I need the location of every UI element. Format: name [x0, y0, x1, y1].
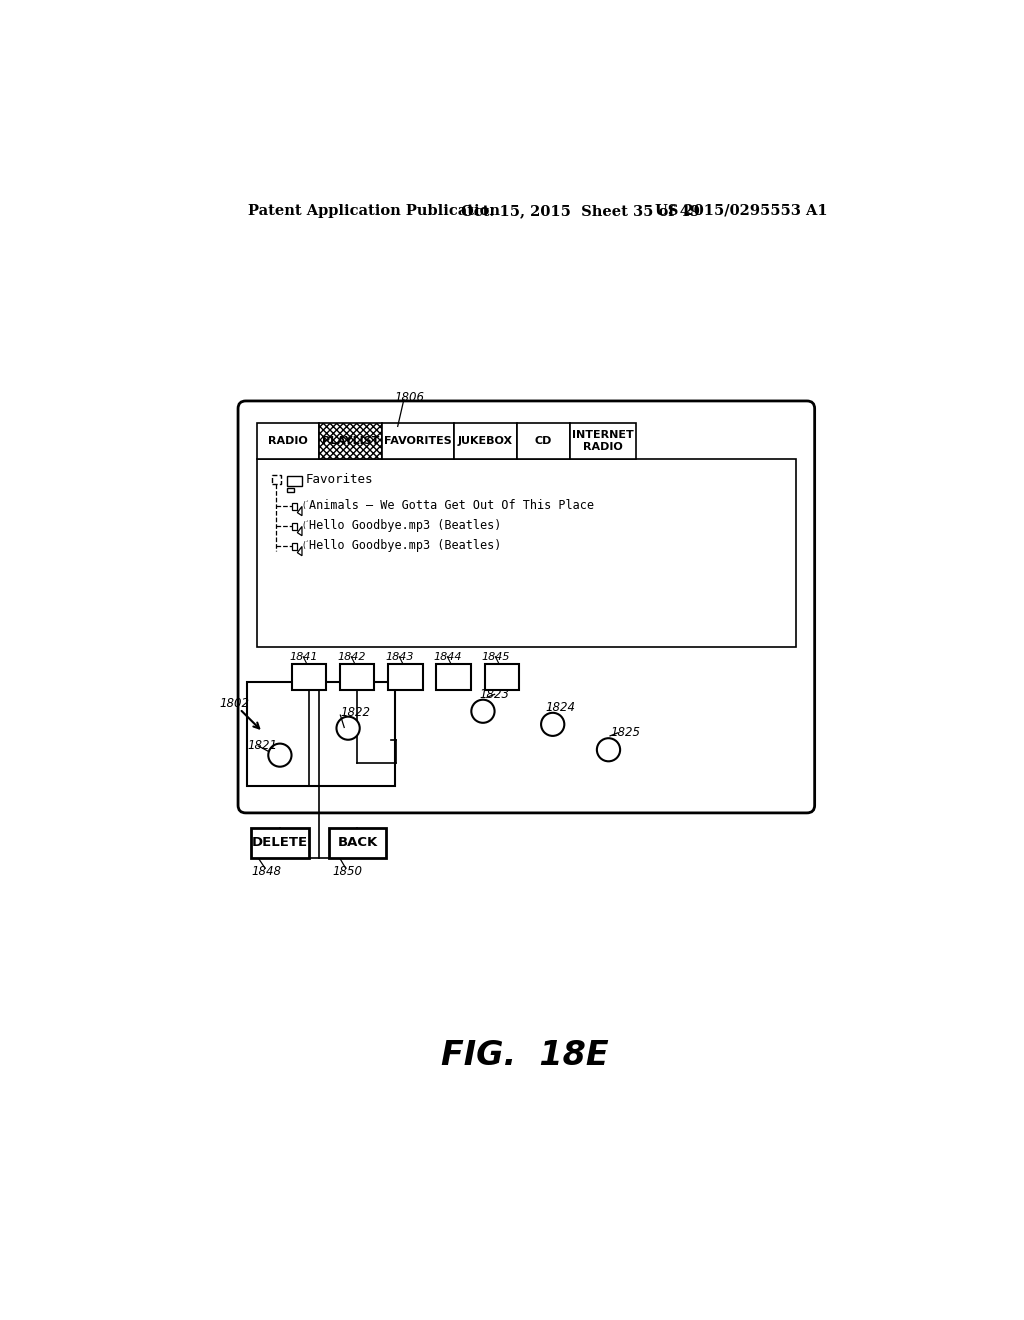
Bar: [569, 422, 636, 459]
Text: JUKEBOX: JUKEBOX: [458, 436, 513, 446]
Text: 1841: 1841: [289, 652, 317, 661]
Bar: [287, 488, 294, 492]
Text: INTERNET
RADIO: INTERNET RADIO: [572, 430, 634, 451]
Text: (´: (´: [303, 521, 309, 531]
Text: 1824: 1824: [545, 701, 574, 714]
Text: (´: (´: [303, 541, 309, 550]
Text: DELETE: DELETE: [252, 837, 308, 850]
Bar: [340, 664, 375, 690]
Text: Animals – We Gotta Get Out Of This Place: Animals – We Gotta Get Out Of This Place: [309, 499, 594, 512]
Circle shape: [337, 717, 359, 739]
Text: Oct. 15, 2015  Sheet 35 of 49: Oct. 15, 2015 Sheet 35 of 49: [461, 203, 700, 218]
Circle shape: [541, 713, 564, 737]
Bar: [287, 477, 302, 486]
Bar: [292, 503, 297, 510]
Text: Patent Application Publication: Patent Application Publication: [248, 203, 500, 218]
Text: Favorites: Favorites: [305, 473, 373, 486]
Bar: [318, 422, 382, 459]
Bar: [292, 543, 297, 549]
Bar: [388, 664, 423, 690]
Text: 1842: 1842: [337, 652, 366, 661]
Bar: [329, 829, 386, 858]
Bar: [257, 459, 796, 647]
Bar: [257, 422, 318, 459]
Text: FIG.  18E: FIG. 18E: [441, 1039, 608, 1072]
Text: 1823: 1823: [479, 688, 509, 701]
Bar: [272, 475, 281, 483]
Circle shape: [597, 738, 621, 762]
Bar: [454, 422, 517, 459]
Text: 1821: 1821: [248, 739, 278, 752]
Text: 1802: 1802: [219, 697, 250, 710]
Text: FAVORITES: FAVORITES: [384, 436, 452, 446]
Text: BACK: BACK: [337, 837, 378, 850]
Polygon shape: [297, 546, 302, 556]
Bar: [484, 664, 518, 690]
Circle shape: [471, 700, 495, 723]
Text: 1848: 1848: [251, 865, 282, 878]
Bar: [292, 523, 297, 529]
Text: PLAYLIST: PLAYLIST: [322, 436, 379, 446]
Text: 1806: 1806: [394, 391, 425, 404]
Bar: [517, 422, 569, 459]
Text: 1822: 1822: [340, 706, 371, 719]
Bar: [436, 664, 471, 690]
Circle shape: [268, 743, 292, 767]
Text: 1843: 1843: [385, 652, 414, 661]
Bar: [251, 829, 308, 858]
Bar: [382, 422, 454, 459]
Text: 1850: 1850: [333, 865, 362, 878]
Text: 1844: 1844: [433, 652, 462, 661]
Text: Hello Goodbye.mp3 (Beatles): Hello Goodbye.mp3 (Beatles): [309, 539, 502, 552]
Bar: [248, 682, 394, 785]
Text: (´: (´: [303, 502, 309, 510]
Text: CD: CD: [535, 436, 552, 446]
Bar: [318, 422, 382, 459]
Polygon shape: [297, 527, 302, 536]
Text: RADIO: RADIO: [267, 436, 307, 446]
Bar: [292, 664, 327, 690]
FancyBboxPatch shape: [238, 401, 815, 813]
Text: US 2015/0295553 A1: US 2015/0295553 A1: [655, 203, 827, 218]
Polygon shape: [297, 507, 302, 516]
Text: 1825: 1825: [610, 726, 640, 739]
Text: Hello Goodbye.mp3 (Beatles): Hello Goodbye.mp3 (Beatles): [309, 519, 502, 532]
Text: 1845: 1845: [481, 652, 510, 661]
